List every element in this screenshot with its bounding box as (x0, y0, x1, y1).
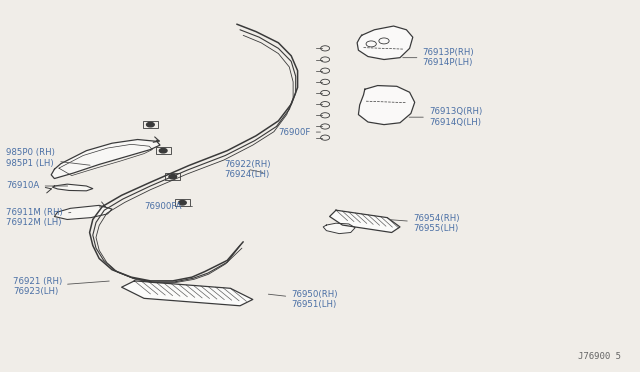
Polygon shape (122, 281, 253, 306)
Polygon shape (357, 26, 413, 60)
Circle shape (159, 148, 167, 153)
Polygon shape (54, 205, 112, 219)
Circle shape (179, 201, 186, 205)
Text: 76910A: 76910A (6, 182, 68, 190)
Text: 76913Q(RH)
76914Q(LH): 76913Q(RH) 76914Q(LH) (409, 108, 482, 127)
Polygon shape (330, 210, 400, 232)
Text: 76900F: 76900F (278, 128, 321, 137)
Text: 76922(RH)
76924(LH): 76922(RH) 76924(LH) (224, 160, 271, 179)
Text: J76900 5: J76900 5 (578, 352, 621, 361)
Text: 76913P(RH)
76914P(LH): 76913P(RH) 76914P(LH) (403, 48, 474, 67)
Polygon shape (358, 86, 415, 125)
Text: 76954(RH)
76955(LH): 76954(RH) 76955(LH) (390, 214, 460, 233)
Polygon shape (52, 184, 93, 191)
Circle shape (169, 174, 177, 179)
Text: 76921 (RH)
76923(LH): 76921 (RH) 76923(LH) (13, 277, 109, 296)
Text: 76900FA: 76900FA (144, 202, 193, 211)
Circle shape (147, 122, 154, 127)
Text: 76911M (RH)
76912M (LH): 76911M (RH) 76912M (LH) (6, 208, 71, 227)
Polygon shape (51, 140, 160, 179)
Text: 76950(RH)
76951(LH): 76950(RH) 76951(LH) (268, 290, 338, 309)
Polygon shape (323, 223, 355, 234)
Text: 985P0 (RH)
985P1 (LH): 985P0 (RH) 985P1 (LH) (6, 148, 90, 168)
